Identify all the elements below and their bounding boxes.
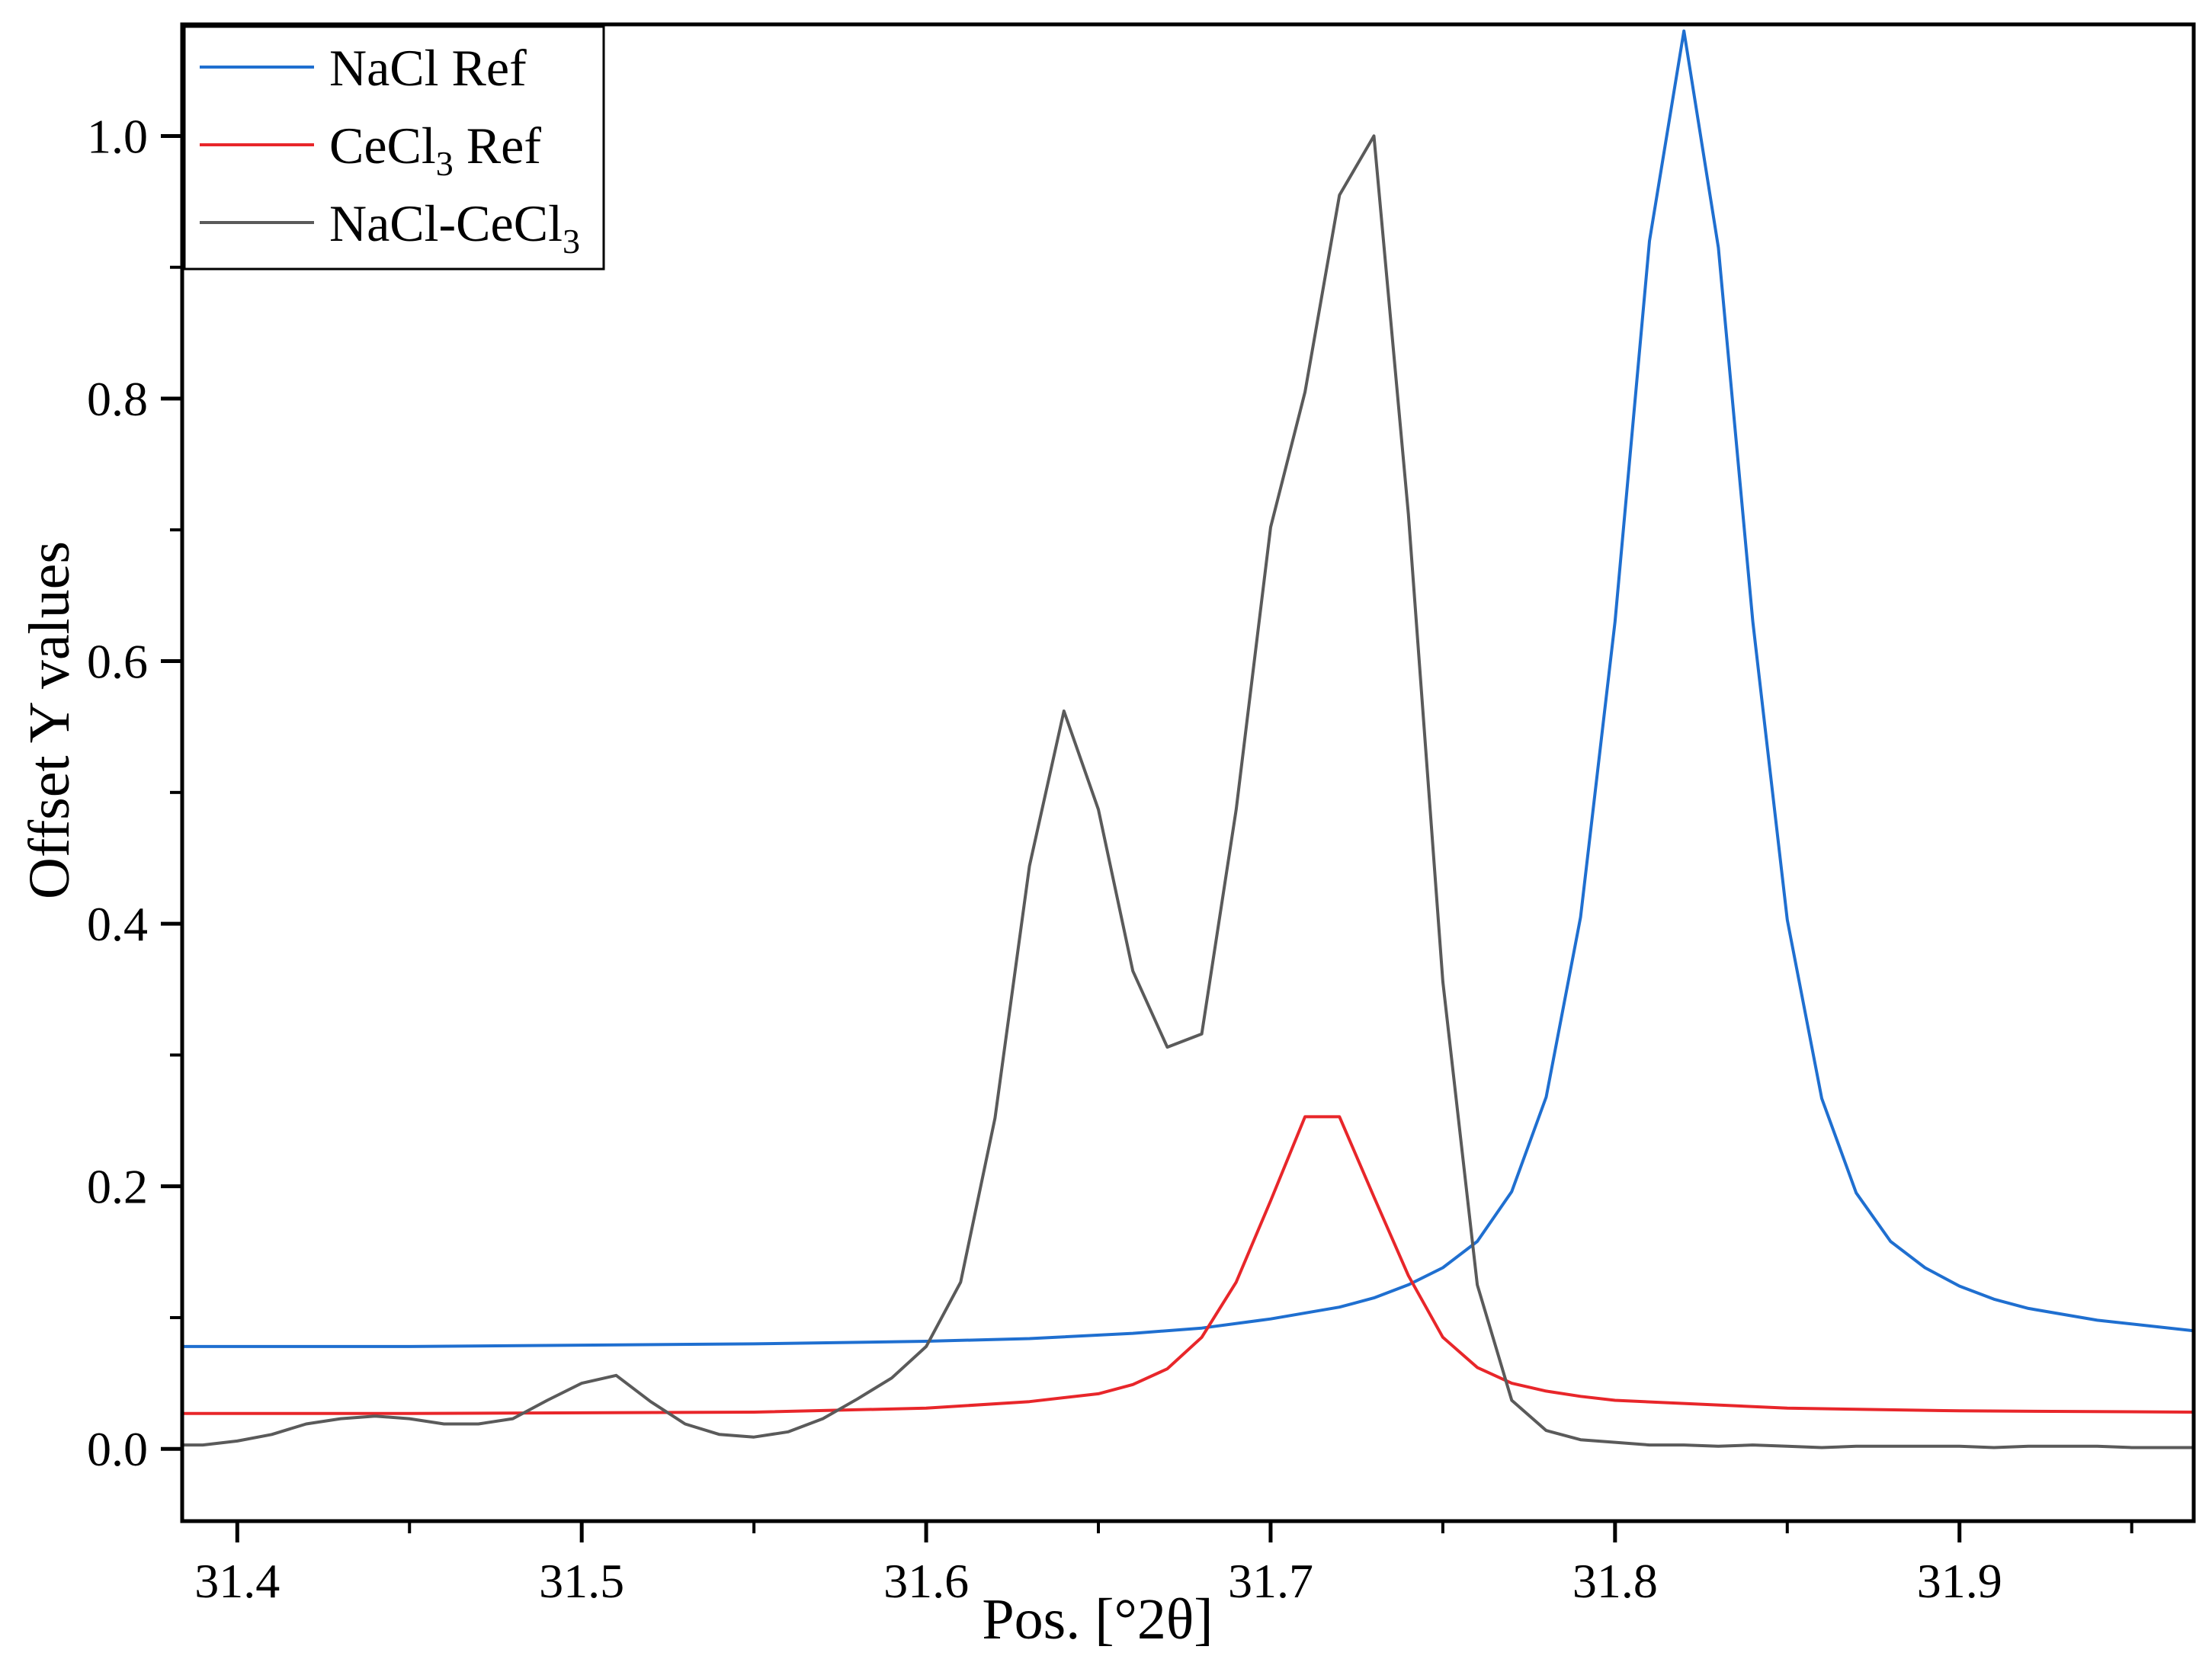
- legend: NaCl Ref CeCl3 Ref NaCl-CeCl3: [183, 25, 605, 271]
- y-tick-label: 0.4: [87, 897, 148, 951]
- x-tick-label: 31.8: [1572, 1554, 1658, 1608]
- x-tick-label: 31.9: [1917, 1554, 2002, 1608]
- legend-label: NaCl Ref: [329, 39, 527, 97]
- y-tick-label: 0.6: [87, 635, 148, 689]
- legend-label: NaCl-CeCl3: [329, 194, 580, 261]
- plot-area-frame: [180, 22, 2196, 1523]
- y-axis-title: Offset Y values: [18, 541, 82, 899]
- x-tick-label: 31.7: [1228, 1554, 1313, 1608]
- x-axis-title: Pos. [°2θ]: [982, 1587, 1213, 1651]
- x-tick-label: 31.5: [539, 1554, 624, 1608]
- y-tick-label: 0.8: [87, 372, 148, 426]
- series-line-1: [182, 29, 2194, 1348]
- y-tick-label: 0.2: [87, 1160, 148, 1214]
- legend-label: CeCl3 Ref: [329, 117, 541, 183]
- y-tick-label: 0.0: [87, 1422, 148, 1476]
- x-axis: 31.4 31.5 31.6 31.7 31.8 31.9: [194, 1521, 2133, 1608]
- series-layer: [182, 29, 2194, 1449]
- x-tick-label: 31.6: [883, 1554, 969, 1608]
- x-tick-label: 31.4: [194, 1554, 280, 1608]
- series-line-2: [182, 1115, 2194, 1415]
- y-axis: 0.0 0.2 0.4 0.6 0.8 1.0: [87, 109, 182, 1476]
- y-tick-label: 1.0: [87, 109, 148, 163]
- series-line-3: [182, 134, 2194, 1449]
